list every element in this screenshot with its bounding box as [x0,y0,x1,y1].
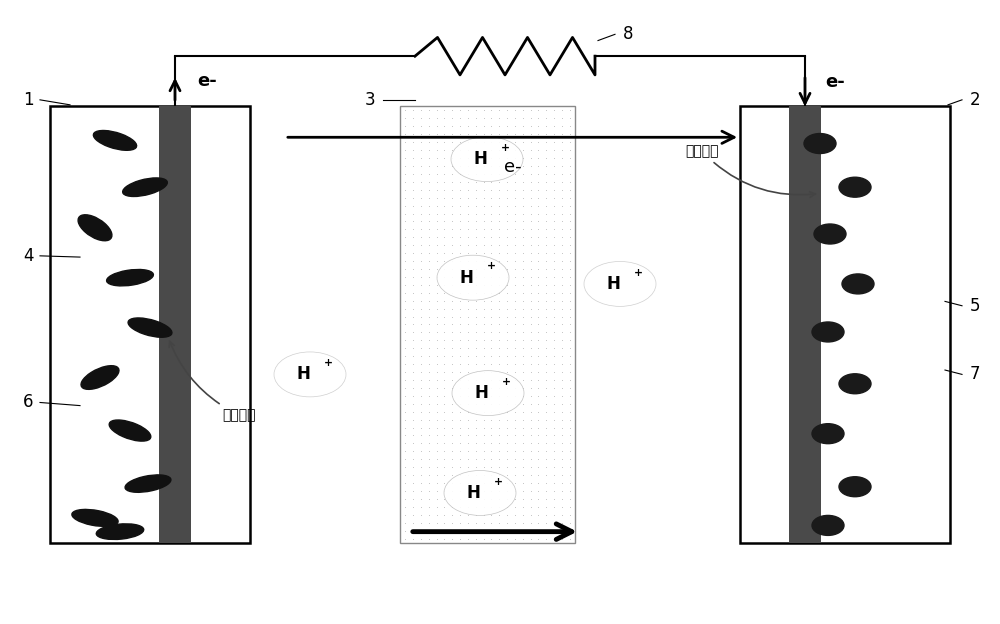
Text: 还原产物: 还原产物 [685,144,815,197]
Bar [50,106,250,543]
Ellipse shape [81,366,119,389]
Text: H: H [606,275,620,293]
Text: H: H [473,150,487,168]
Circle shape [274,352,346,397]
Text: 7: 7 [970,366,980,383]
Circle shape [839,477,871,497]
Ellipse shape [109,420,151,441]
Ellipse shape [125,475,171,492]
Text: e-: e- [197,72,217,90]
Circle shape [804,134,836,154]
Bar [400,106,575,543]
Text: e-: e- [504,158,521,176]
Ellipse shape [96,524,144,540]
Ellipse shape [78,215,112,241]
Text: 氧化产物: 氧化产物 [169,341,256,422]
Ellipse shape [123,178,167,197]
Text: H: H [296,366,310,383]
Circle shape [451,137,523,182]
Ellipse shape [72,509,118,527]
Circle shape [812,515,844,535]
Circle shape [812,424,844,444]
Bar [159,106,191,543]
Text: +: + [501,143,510,153]
Ellipse shape [128,318,172,337]
Circle shape [842,274,874,294]
Circle shape [437,255,509,300]
Bar [789,106,821,543]
Text: 3: 3 [365,91,375,109]
Text: 2: 2 [970,91,980,109]
Circle shape [444,470,516,515]
Text: +: + [502,377,511,387]
Text: 6: 6 [23,394,33,411]
Text: 8: 8 [623,26,633,43]
Text: 5: 5 [970,297,980,314]
Text: 1: 1 [23,91,33,109]
Text: H: H [466,484,480,502]
Text: +: + [494,477,503,487]
Ellipse shape [93,130,137,150]
Circle shape [814,224,846,244]
Text: +: + [324,358,332,368]
Circle shape [452,371,524,416]
Text: 4: 4 [23,247,33,265]
Bar [740,106,950,543]
Circle shape [839,177,871,197]
Text: +: + [634,268,642,278]
Text: H: H [459,269,473,286]
Circle shape [839,374,871,394]
Ellipse shape [107,270,153,286]
Text: H: H [474,384,488,402]
Circle shape [584,261,656,306]
Text: +: + [486,261,496,271]
Circle shape [812,322,844,342]
Text: e-: e- [825,74,845,91]
